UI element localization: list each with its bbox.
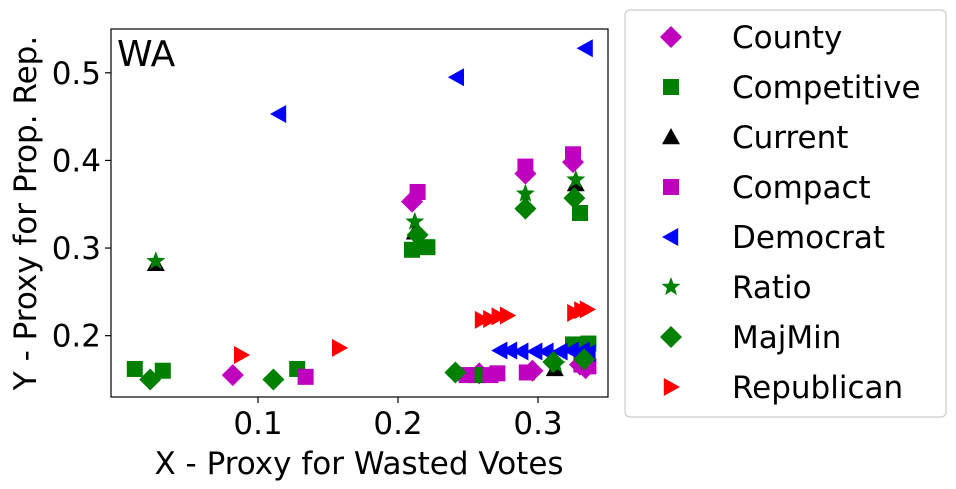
legend-label: County xyxy=(732,20,842,56)
data-point-compact xyxy=(297,368,314,385)
data-point-compact xyxy=(489,365,506,382)
chart-marks xyxy=(126,39,597,391)
data-point-compact xyxy=(565,146,581,163)
data-point-ratio xyxy=(566,169,586,188)
legend-item-ratio: Ratio xyxy=(661,270,812,306)
data-point-majmin xyxy=(444,361,467,384)
data-point-competitive xyxy=(419,239,436,256)
legend-marker xyxy=(663,378,680,396)
legend-marker xyxy=(660,326,682,348)
data-point-majmin xyxy=(573,348,596,371)
data-point-republican xyxy=(483,310,500,329)
x-tick-label: 0.3 xyxy=(513,406,562,442)
legend-label: Ratio xyxy=(732,270,812,306)
data-point-republican xyxy=(579,300,596,319)
series-majmin xyxy=(139,187,596,391)
y-tick-label: 0.2 xyxy=(52,319,101,355)
chart-annotation: WA xyxy=(117,34,176,75)
y-tick-label: 0.4 xyxy=(52,143,101,179)
legend-label: MajMin xyxy=(732,320,841,356)
data-point-majmin xyxy=(139,368,162,391)
data-point-compact xyxy=(517,158,534,175)
legend: County Competitive Current Compact Democrat R… xyxy=(624,9,947,418)
data-point-majmin xyxy=(542,350,565,373)
data-point-democrat xyxy=(576,39,593,58)
y-tick-label: 0.3 xyxy=(52,231,101,267)
legend-label: Compact xyxy=(732,170,871,206)
legend-marker xyxy=(663,179,679,195)
legend-item-democrat: Democrat xyxy=(662,220,885,256)
data-point-republican xyxy=(500,306,517,325)
x-tick-label: 0.2 xyxy=(373,406,422,442)
data-point-ratio xyxy=(515,183,535,202)
data-point-democrat xyxy=(526,342,543,361)
data-point-majmin xyxy=(514,197,537,220)
data-point-democrat xyxy=(270,104,287,123)
data-point-competitive xyxy=(154,362,171,379)
y-tick-label: 0.5 xyxy=(52,56,101,92)
data-point-ratio xyxy=(405,211,425,230)
legend-marker xyxy=(663,79,679,95)
data-point-majmin xyxy=(563,187,586,210)
legend-marker xyxy=(662,228,679,246)
data-point-county xyxy=(221,364,244,387)
y-axis-label: Y - Proxy for Prop. Rep. xyxy=(8,36,44,391)
data-point-republican xyxy=(332,338,349,357)
plot-area-frame xyxy=(110,28,609,398)
x-axis-label: X - Proxy for Wasted Votes xyxy=(154,446,563,482)
legend-marker xyxy=(660,26,682,48)
legend-marker xyxy=(662,128,680,145)
data-point-ratio xyxy=(146,251,166,270)
data-point-democrat xyxy=(512,342,529,361)
axis-ticks: 0.1 0.2 0.3 0.2 0.3 0.4 0.5 xyxy=(52,56,563,442)
data-point-majmin xyxy=(262,368,285,391)
data-point-compact xyxy=(409,183,426,200)
series-democrat xyxy=(270,39,596,363)
x-tick-label: 0.1 xyxy=(233,406,282,442)
data-point-competitive xyxy=(572,205,588,221)
data-point-democrat xyxy=(562,341,579,360)
data-point-republican xyxy=(234,345,251,364)
legend-label: Current xyxy=(732,120,848,156)
data-point-democrat xyxy=(491,341,508,360)
legend-item-county: County xyxy=(660,20,842,56)
legend-label: Competitive xyxy=(732,70,921,106)
data-point-democrat xyxy=(447,68,464,87)
series-ratio xyxy=(146,169,586,373)
data-point-majmin xyxy=(406,223,429,246)
legend-item-republican: Republican xyxy=(663,370,903,406)
data-point-compact xyxy=(518,364,535,381)
legend-item-majmin: MajMin xyxy=(660,320,841,356)
series-republican xyxy=(234,300,596,364)
data-point-republican xyxy=(474,310,491,329)
legend-label: Republican xyxy=(732,370,903,406)
data-point-competitive xyxy=(404,241,420,258)
data-point-republican xyxy=(491,307,508,326)
legend-item-competitive: Competitive xyxy=(663,70,921,106)
legend-item-compact: Compact xyxy=(663,170,871,206)
legend-frame xyxy=(624,9,947,418)
data-point-democrat xyxy=(501,341,518,360)
legend-item-current: Current xyxy=(662,120,848,156)
legend-marker xyxy=(661,277,681,296)
data-point-democrat xyxy=(551,342,568,361)
legend-label: Democrat xyxy=(732,220,885,256)
data-point-competitive xyxy=(126,360,143,377)
